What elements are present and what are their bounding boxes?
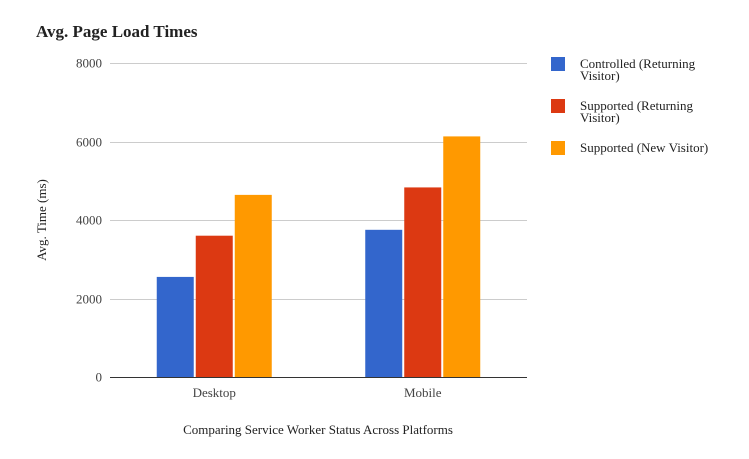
y-tick-label: 6000 (76, 135, 102, 150)
bar (195, 235, 233, 377)
legend-swatch (551, 99, 565, 113)
legend-label: Supported (Returning Visitor) (580, 98, 694, 125)
y-tick-label: 2000 (76, 292, 102, 307)
legend-swatch (551, 141, 565, 155)
y-tick-label: 4000 (76, 213, 102, 228)
bar (443, 136, 481, 377)
y-axis-label: Avg. Time (ms) (34, 179, 49, 261)
x-tick-label: Mobile (404, 385, 442, 400)
legend: Controlled (Returning Visitor) Supported (… (551, 56, 708, 155)
y-tick-label: 8000 (76, 56, 102, 71)
bars (156, 136, 481, 377)
y-tick-label: 0 (96, 370, 103, 385)
legend-label: Supported (New Visitor) (580, 140, 708, 155)
x-axis-ticks: Desktop Mobile (193, 385, 442, 400)
bar (234, 194, 272, 377)
bar (404, 187, 442, 377)
x-tick-label: Desktop (193, 385, 236, 400)
bar (156, 276, 194, 377)
legend-swatch (551, 57, 565, 71)
y-axis-ticks: 0 2000 4000 6000 8000 (76, 56, 102, 385)
chart-title: Avg. Page Load Times (36, 22, 198, 41)
x-axis-label: Comparing Service Worker Status Across P… (183, 422, 453, 437)
bar (365, 229, 403, 377)
legend-label: Controlled (Returning Visitor) (580, 56, 696, 83)
